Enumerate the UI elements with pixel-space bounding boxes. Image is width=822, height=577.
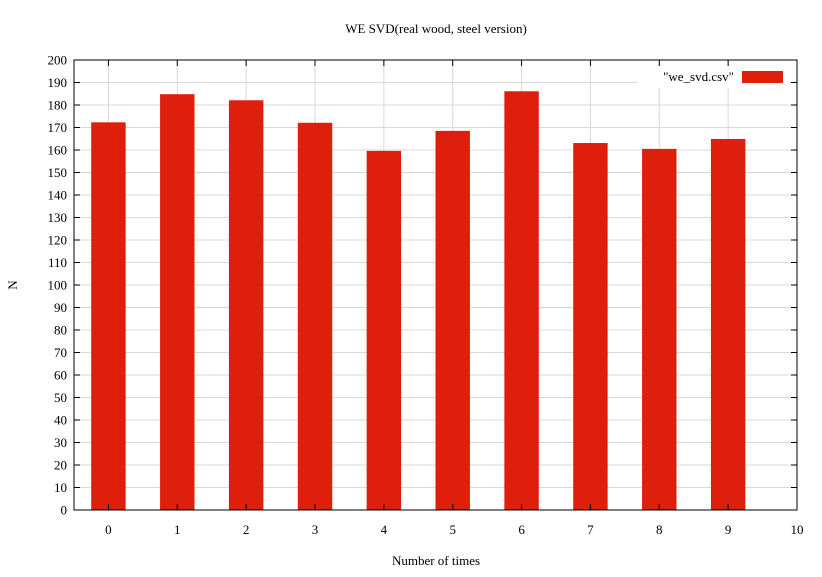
y-tick-label: 100 (48, 278, 68, 293)
chart-title: WE SVD(real wood, steel version) (345, 21, 527, 36)
y-tick-label: 180 (48, 98, 68, 113)
y-axis-ticks: 0 10 20 30 40 50 60 70 80 90 100 110 120 130 140 150 160… (48, 53, 797, 518)
bar (573, 143, 608, 510)
y-tick-label: 90 (54, 300, 67, 315)
bar (366, 150, 402, 510)
legend-label: "we_svd.csv" (663, 69, 734, 84)
x-tick-label: 2 (243, 522, 250, 537)
y-tick-label: 160 (48, 143, 68, 158)
y-tick-label: 190 (48, 75, 68, 90)
y-tick-label: 70 (54, 345, 67, 360)
x-tick-label: 9 (725, 522, 732, 537)
y-axis-label: N (5, 280, 20, 290)
y-tick-label: 120 (48, 233, 68, 248)
y-tick-label: 200 (48, 53, 68, 68)
y-tick-label: 40 (54, 413, 67, 428)
x-tick-label: 3 (312, 522, 319, 537)
y-tick-label: 110 (48, 255, 67, 270)
bar (160, 94, 195, 510)
bar (504, 91, 539, 511)
y-tick-label: 80 (54, 323, 67, 338)
y-tick-label: 60 (54, 368, 67, 383)
x-tick-label: 0 (105, 522, 112, 537)
y-tick-label: 140 (48, 188, 68, 203)
legend-swatch (742, 71, 783, 83)
bar (228, 100, 264, 511)
y-tick-label: 170 (48, 120, 68, 135)
y-tick-label: 50 (54, 390, 67, 405)
x-tick-label: 7 (587, 522, 594, 537)
x-tick-label: 1 (174, 522, 181, 537)
y-tick-label: 0 (61, 503, 68, 518)
x-tick-label: 6 (518, 522, 525, 537)
bar (642, 148, 677, 510)
x-axis-ticks: 0 1 2 3 4 5 6 7 8 9 10 (105, 60, 804, 537)
x-tick-label: 4 (381, 522, 388, 537)
y-tick-label: 150 (48, 165, 68, 180)
bar (435, 130, 470, 510)
y-tick-label: 20 (54, 458, 67, 473)
x-tick-label: 5 (449, 522, 456, 537)
y-tick-label: 130 (48, 210, 68, 225)
legend: "we_svd.csv" (638, 66, 790, 88)
bar (91, 122, 126, 510)
bars (91, 91, 746, 511)
y-tick-label: 30 (54, 435, 67, 450)
bar (297, 122, 333, 511)
x-tick-label: 8 (656, 522, 663, 537)
bar (710, 138, 746, 510)
y-tick-label: 10 (54, 480, 67, 495)
x-tick-label: 10 (791, 522, 804, 537)
x-axis-label: Number of times (392, 553, 480, 568)
